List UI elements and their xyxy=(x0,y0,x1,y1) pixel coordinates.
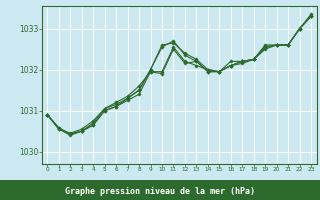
Text: Graphe pression niveau de la mer (hPa): Graphe pression niveau de la mer (hPa) xyxy=(65,186,255,196)
